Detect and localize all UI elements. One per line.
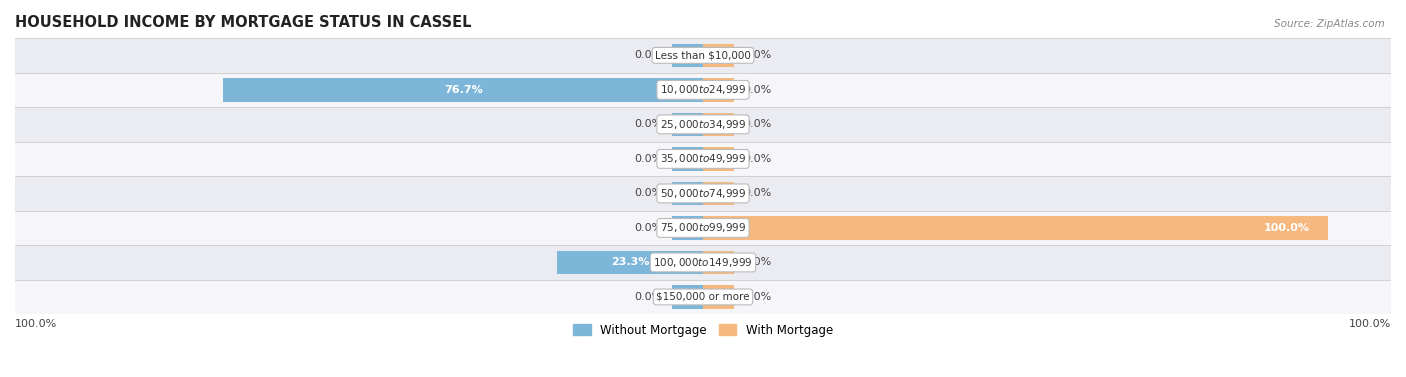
Bar [703, 285, 734, 309]
Text: 0.0%: 0.0% [744, 292, 772, 302]
Text: 0.0%: 0.0% [634, 120, 662, 129]
Bar [703, 182, 734, 205]
Legend: Without Mortgage, With Mortgage: Without Mortgage, With Mortgage [568, 319, 838, 342]
Bar [0, 142, 1406, 176]
Bar [0, 176, 1406, 211]
Text: 0.0%: 0.0% [634, 154, 662, 164]
Text: $10,000 to $24,999: $10,000 to $24,999 [659, 83, 747, 97]
Text: Source: ZipAtlas.com: Source: ZipAtlas.com [1274, 19, 1385, 29]
Bar [672, 285, 703, 309]
Text: 0.0%: 0.0% [634, 292, 662, 302]
Text: $50,000 to $74,999: $50,000 to $74,999 [659, 187, 747, 200]
Bar [0, 211, 1406, 245]
Bar [557, 251, 703, 274]
Text: 0.0%: 0.0% [634, 223, 662, 233]
Bar [672, 44, 703, 67]
Text: 0.0%: 0.0% [634, 51, 662, 60]
Text: 0.0%: 0.0% [634, 188, 662, 198]
Text: Less than $10,000: Less than $10,000 [655, 51, 751, 60]
Text: HOUSEHOLD INCOME BY MORTGAGE STATUS IN CASSEL: HOUSEHOLD INCOME BY MORTGAGE STATUS IN C… [15, 15, 471, 30]
Bar [703, 44, 734, 67]
Text: 76.7%: 76.7% [444, 85, 482, 95]
Text: 0.0%: 0.0% [744, 120, 772, 129]
Text: $35,000 to $49,999: $35,000 to $49,999 [659, 152, 747, 166]
Text: 100.0%: 100.0% [15, 319, 58, 329]
Bar [672, 113, 703, 136]
Bar [0, 280, 1406, 314]
Text: 100.0%: 100.0% [1348, 319, 1391, 329]
Bar [703, 216, 1329, 240]
Text: 0.0%: 0.0% [744, 51, 772, 60]
Bar [0, 107, 1406, 142]
Text: 0.0%: 0.0% [744, 85, 772, 95]
Text: $25,000 to $34,999: $25,000 to $34,999 [659, 118, 747, 131]
Text: $100,000 to $149,999: $100,000 to $149,999 [654, 256, 752, 269]
Bar [703, 113, 734, 136]
Text: $75,000 to $99,999: $75,000 to $99,999 [659, 221, 747, 234]
Text: $150,000 or more: $150,000 or more [657, 292, 749, 302]
Bar [672, 147, 703, 171]
Text: 23.3%: 23.3% [612, 257, 650, 267]
Text: 0.0%: 0.0% [744, 257, 772, 267]
Bar [224, 78, 703, 102]
Bar [0, 73, 1406, 107]
Text: 0.0%: 0.0% [744, 188, 772, 198]
Bar [703, 147, 734, 171]
Bar [0, 38, 1406, 73]
Bar [703, 78, 734, 102]
Bar [0, 245, 1406, 280]
Bar [672, 182, 703, 205]
Bar [672, 216, 703, 240]
Bar [703, 251, 734, 274]
Text: 0.0%: 0.0% [744, 154, 772, 164]
Text: 100.0%: 100.0% [1264, 223, 1310, 233]
